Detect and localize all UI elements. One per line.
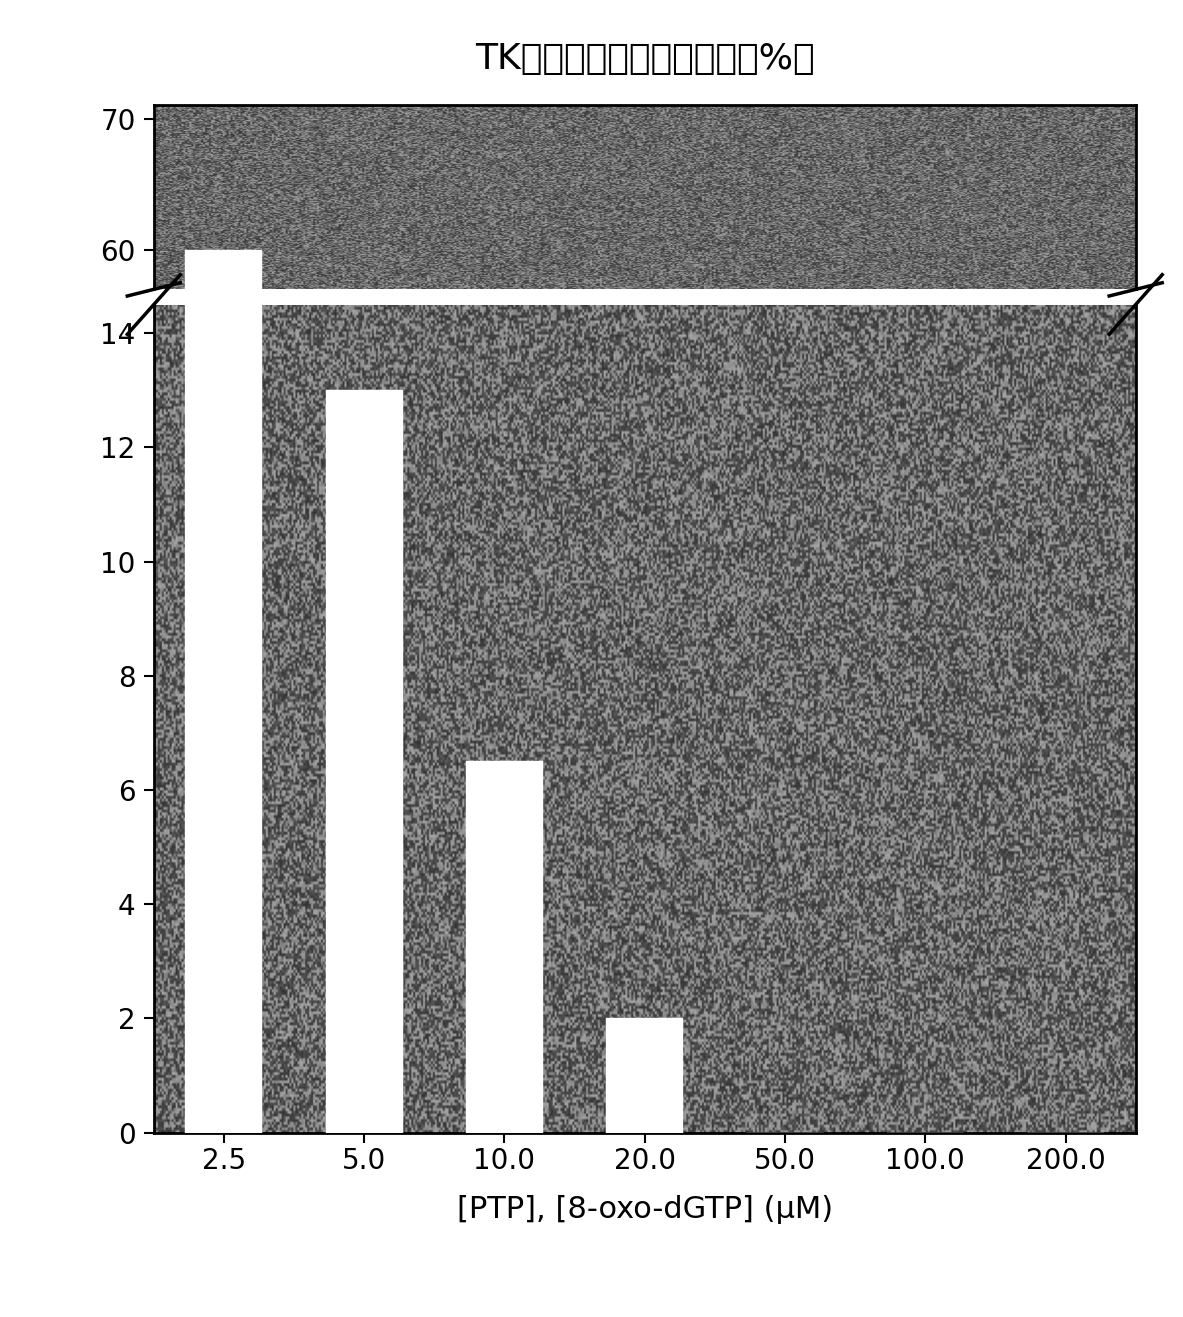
Bar bbox=[466, 954, 543, 1039]
Text: TK选择平板上相对菌落数（%）: TK选择平板上相对菌落数（%） bbox=[474, 42, 815, 76]
Bar bbox=[606, 1013, 684, 1039]
Bar bbox=[186, 250, 263, 1039]
Bar bbox=[325, 390, 402, 1133]
X-axis label: [PTP], [8-oxo-dGTP] (μM): [PTP], [8-oxo-dGTP] (μM) bbox=[457, 1195, 833, 1223]
Bar bbox=[466, 761, 543, 1133]
Bar bbox=[606, 1018, 684, 1133]
Bar bbox=[325, 868, 402, 1039]
Bar bbox=[186, 0, 263, 1133]
